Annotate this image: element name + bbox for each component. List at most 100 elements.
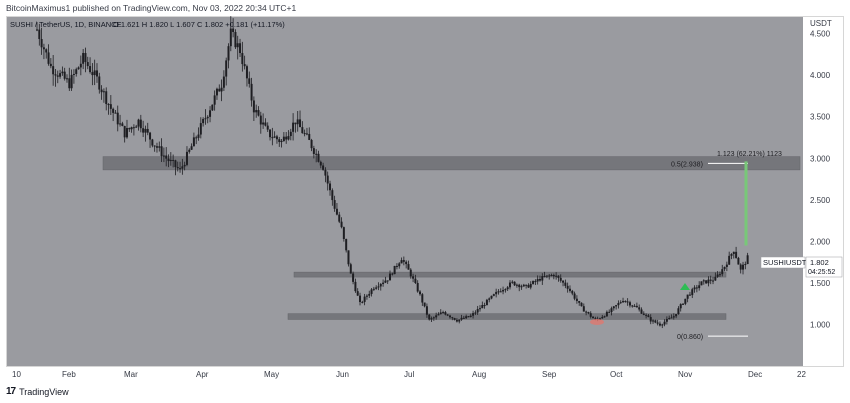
- candle-body: [580, 302, 583, 307]
- candle-body: [730, 254, 733, 256]
- candle-body: [605, 311, 608, 317]
- x-tick-label: Aug: [472, 370, 486, 379]
- candle-body: [631, 305, 634, 307]
- candle-body: [543, 276, 546, 278]
- candle-body: [269, 129, 272, 138]
- candle-body: [331, 190, 334, 201]
- y-tick-label: 3.000: [810, 154, 831, 163]
- candle-body: [222, 76, 225, 88]
- candle-body: [587, 312, 590, 314]
- candle-body: [405, 261, 408, 265]
- candle-body: [432, 317, 435, 319]
- candle-body: [548, 275, 551, 277]
- candle-body: [56, 75, 59, 77]
- candle-body: [612, 306, 615, 309]
- candle-body: [425, 306, 428, 315]
- candle-body: [204, 118, 207, 120]
- candle-body: [603, 316, 606, 318]
- candle-body: [338, 214, 341, 222]
- candle-body: [656, 322, 659, 324]
- candle-body: [564, 282, 567, 286]
- candle-body: [541, 276, 544, 281]
- candle-body: [658, 323, 661, 326]
- candle-body: [264, 122, 267, 126]
- candle-body: [72, 73, 75, 75]
- candle-body: [386, 280, 389, 282]
- symbol-label: SUSHIUSDT: [763, 258, 807, 267]
- candle-body: [504, 289, 507, 291]
- candle-body: [123, 125, 126, 138]
- candle-body: [495, 291, 498, 295]
- candle-body: [107, 104, 110, 106]
- candle-body: [737, 257, 740, 265]
- currency-label: USDT: [810, 19, 832, 28]
- candle-body: [95, 70, 98, 77]
- candle-body: [550, 274, 553, 276]
- x-tick-label: 22: [797, 370, 806, 379]
- candle-body: [598, 318, 601, 320]
- candle-body: [552, 274, 555, 277]
- candle-body: [718, 274, 721, 276]
- candle-body: [407, 264, 410, 270]
- candle-body: [688, 294, 691, 296]
- candle-body: [239, 43, 242, 54]
- candle-body: [243, 64, 246, 67]
- candle-body: [506, 287, 509, 290]
- horizontal-zone: [102, 156, 801, 171]
- candle-body: [82, 52, 85, 64]
- candle-body: [229, 28, 232, 47]
- candle-body: [296, 119, 299, 125]
- candle-body: [47, 52, 50, 64]
- tradingview-logo-icon: 17: [6, 386, 16, 397]
- candle-body: [176, 167, 179, 169]
- candle-body: [682, 303, 685, 305]
- candle-body: [499, 291, 502, 293]
- candle-body: [520, 286, 523, 288]
- candle-body: [91, 72, 94, 76]
- candle-body: [515, 284, 518, 286]
- candle-body: [65, 78, 68, 80]
- candle-body: [645, 314, 648, 316]
- candle-body: [287, 136, 290, 140]
- candle-body: [525, 284, 528, 286]
- candle-body: [428, 314, 431, 320]
- candle-body: [571, 290, 574, 294]
- candle-body: [455, 319, 458, 322]
- candle-body: [359, 295, 362, 302]
- candle-body: [490, 295, 493, 299]
- candle-body: [377, 286, 380, 288]
- candle-body: [59, 73, 62, 77]
- candle-body: [144, 128, 147, 133]
- x-tick-label: Feb: [62, 370, 76, 379]
- candle-body: [419, 291, 422, 295]
- candle-body: [485, 299, 488, 306]
- candle-body: [319, 161, 322, 166]
- candle-body: [518, 284, 521, 288]
- candle-body: [352, 273, 355, 282]
- candle-body: [262, 122, 265, 125]
- candle-body: [709, 279, 712, 281]
- candle-body: [89, 66, 92, 73]
- candle-body: [469, 315, 472, 317]
- candle-body: [635, 305, 638, 308]
- candle-body: [601, 316, 604, 319]
- candle-body: [181, 166, 184, 169]
- candle-body: [356, 291, 359, 296]
- candle-body: [179, 168, 182, 170]
- candle-body: [652, 320, 655, 322]
- candle-body: [192, 137, 195, 147]
- x-tick-label: May: [264, 370, 279, 379]
- candle-body: [109, 104, 112, 109]
- candle-body: [294, 122, 297, 125]
- candle-body: [197, 134, 200, 138]
- candle-body: [585, 311, 588, 313]
- candle-body: [49, 63, 52, 67]
- candle-body: [661, 324, 664, 326]
- candle-body: [305, 133, 308, 135]
- candle-body: [582, 306, 585, 312]
- candle-body: [86, 62, 89, 67]
- candle-body: [363, 296, 366, 302]
- candle-body: [624, 301, 627, 303]
- candle-body: [116, 112, 119, 125]
